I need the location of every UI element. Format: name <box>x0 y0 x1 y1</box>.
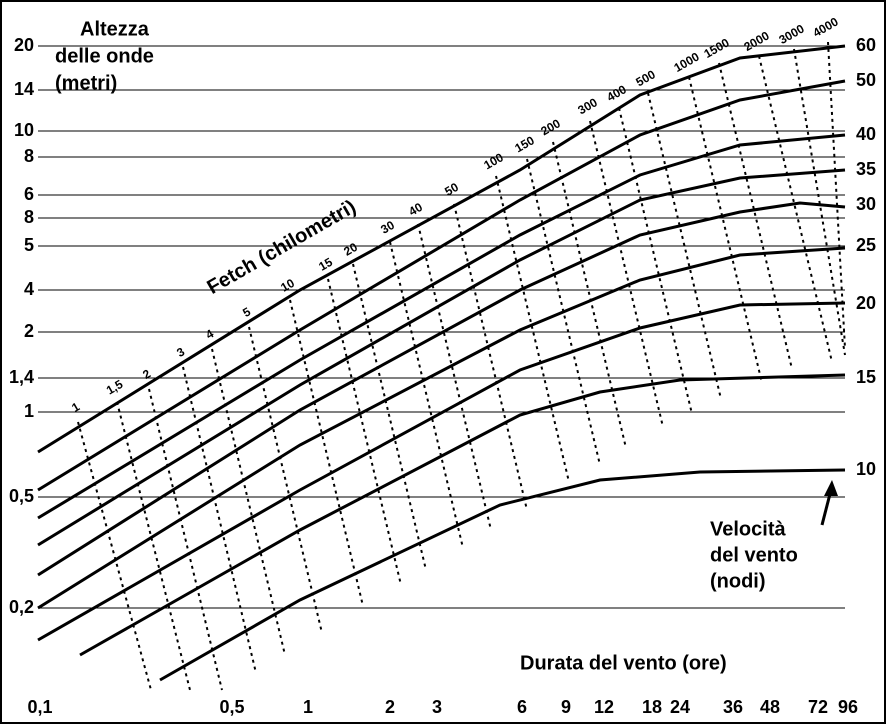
height-label: 8 <box>24 146 34 166</box>
duration-label: 6 <box>517 697 527 717</box>
height-label: 1 <box>24 401 34 421</box>
curve <box>37 79 846 492</box>
speed-title-line: del vento <box>710 544 798 566</box>
fetch-label: 40 <box>406 200 425 219</box>
title-line: (metri) <box>55 72 117 94</box>
curve <box>37 133 846 520</box>
height-label: 14 <box>14 79 34 99</box>
curve <box>37 168 846 547</box>
height-label: 5 <box>24 235 34 255</box>
speed-label: 60 <box>856 35 876 55</box>
fetch-line <box>793 48 846 356</box>
fetch-label: 50 <box>442 180 461 199</box>
fetch-line <box>827 41 846 349</box>
height-label: 10 <box>14 120 34 140</box>
duration-label: 48 <box>760 697 780 717</box>
height-label: 2 <box>24 321 34 341</box>
speed-label: 50 <box>856 70 876 90</box>
fetch-label: 10 <box>278 276 297 295</box>
duration-label: 1 <box>303 697 313 717</box>
duration-label: 12 <box>594 697 614 717</box>
speed-label: 25 <box>856 235 876 255</box>
curve <box>37 201 846 577</box>
arrow-head <box>824 480 838 496</box>
duration-label: 24 <box>670 697 690 717</box>
fetch-line <box>116 401 191 691</box>
speed-title-line: Velocità <box>710 518 786 540</box>
curve <box>79 373 846 657</box>
height-label: 1,4 <box>9 367 34 387</box>
fetch-label: 15 <box>316 255 335 274</box>
curve <box>159 468 846 682</box>
height-label: 0,2 <box>9 597 34 617</box>
duration-label: 0,5 <box>219 697 244 717</box>
duration-label: 2 <box>385 697 395 717</box>
duration-label: 0,1 <box>27 697 52 717</box>
speed-label: 15 <box>856 367 876 387</box>
curve <box>37 301 846 642</box>
curve <box>37 246 846 610</box>
speed-label: 30 <box>856 194 876 214</box>
title-line: Altezza <box>80 18 150 40</box>
speed-label: 10 <box>856 459 876 479</box>
speed-label: 40 <box>856 124 876 144</box>
height-label: 20 <box>14 35 34 55</box>
duration-label: 96 <box>838 697 858 717</box>
speed-title-line: (nodi) <box>710 570 766 592</box>
height-label: 8 <box>24 207 34 227</box>
speed-label: 35 <box>856 159 876 179</box>
fetch-label: 30 <box>378 218 397 237</box>
fetch-line <box>148 388 223 691</box>
duration-label: 9 <box>561 697 571 717</box>
speed-label: 20 <box>856 293 876 313</box>
duration-title: Durata del vento (ore) <box>520 652 727 674</box>
title-line: delle onde <box>55 45 154 67</box>
curve <box>37 44 846 454</box>
height-label: 6 <box>24 184 34 204</box>
height-label: 0,5 <box>9 486 34 506</box>
duration-label: 18 <box>642 697 662 717</box>
speed-curves <box>37 44 846 682</box>
fetch-line <box>77 421 152 691</box>
fetch-label: 20 <box>341 240 360 259</box>
duration-label: 3 <box>432 697 442 717</box>
duration-label: 72 <box>808 697 828 717</box>
duration-label: 36 <box>723 697 743 717</box>
height-label: 4 <box>24 279 34 299</box>
